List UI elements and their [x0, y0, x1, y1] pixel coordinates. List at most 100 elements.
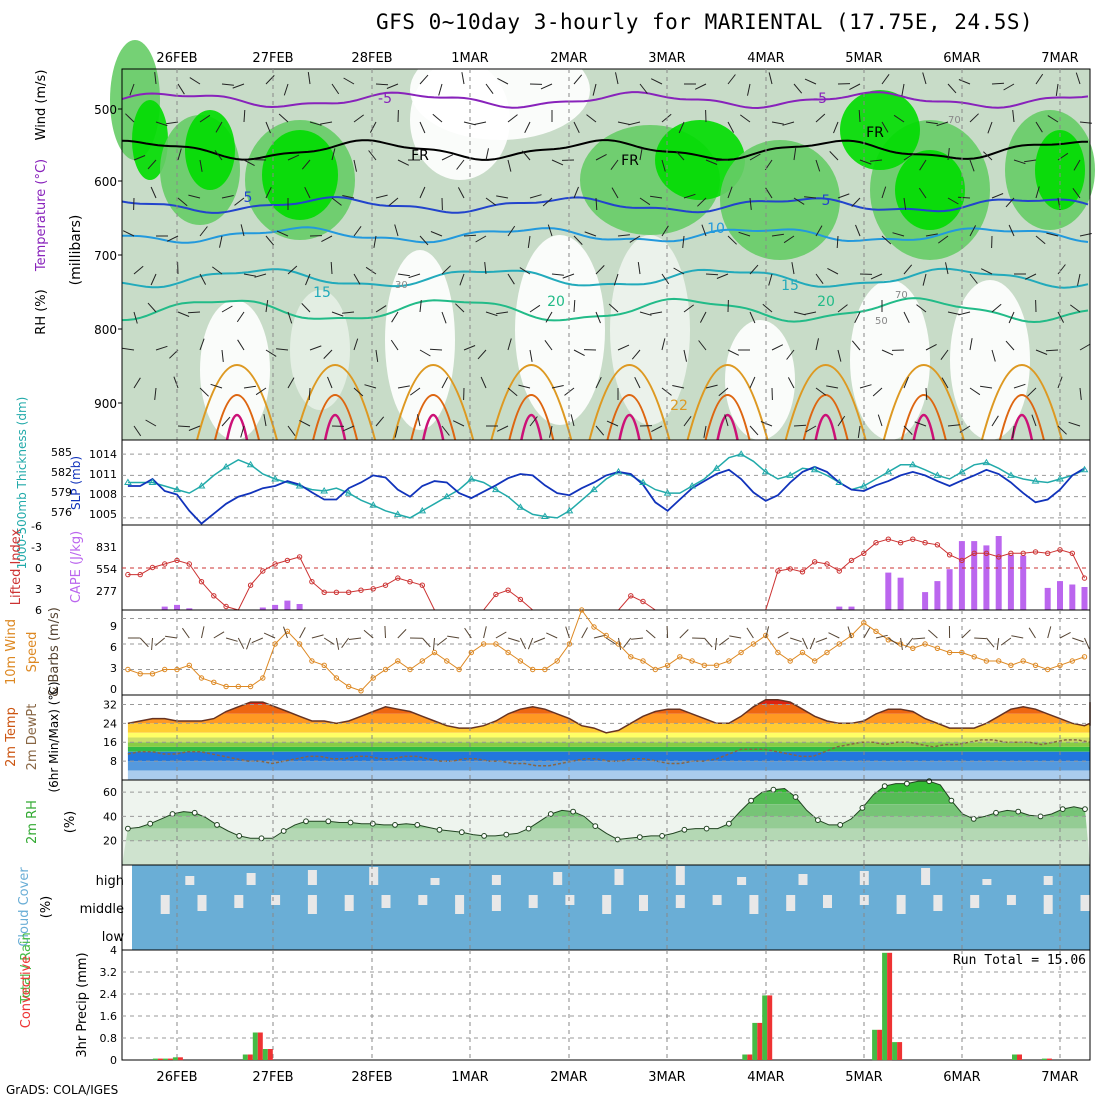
- thickness-point: [737, 450, 746, 457]
- wind-speed-point: [198, 675, 205, 681]
- rh-point: [659, 833, 665, 839]
- wind-speed-point: [664, 662, 671, 668]
- thickness-point: [1080, 465, 1089, 473]
- wind-speed-point: [382, 666, 389, 673]
- rh-point: [881, 783, 888, 789]
- rh-point: [570, 808, 576, 815]
- wind-barb: [373, 235, 377, 248]
- wind-barb: [323, 349, 333, 359]
- lifted-index-point: [983, 550, 990, 556]
- wind-barb: [287, 311, 293, 324]
- wind-barb: [215, 121, 223, 133]
- wind-barb: [240, 224, 245, 237]
- precip-tick: 4: [110, 944, 117, 957]
- wind-barb: [375, 83, 389, 86]
- wind-barb: [177, 311, 190, 317]
- lifted-index-point: [836, 568, 842, 574]
- temp-band: [127, 723, 1090, 733]
- cape-panel: -6 -3 0 3 6 831 554 277 Lifted Index CAPE (J/kg): [9, 520, 1091, 617]
- wind-barb: [947, 148, 950, 161]
- wind-barb: [368, 150, 377, 161]
- temp-ylabel-2: 2m DewPt: [25, 704, 40, 771]
- wind-barb: [430, 231, 443, 237]
- wind-barb: [903, 311, 910, 324]
- wind-tick: 6: [110, 641, 117, 654]
- wind-barb: [768, 72, 773, 85]
- wind-barb: [521, 150, 531, 161]
- wind-barb: [957, 196, 971, 199]
- wind-barb: [623, 637, 632, 648]
- cloud-gap-middle: [160, 895, 170, 914]
- rh-point: [703, 825, 710, 832]
- lifted-index-point: [505, 587, 511, 593]
- temp-panel: 32 24 16 8 2m Temp 2m DewPt (6hr Min/Max) (°C): [4, 681, 1091, 793]
- isotherm-25-dome: [490, 364, 573, 441]
- rh-shade: [1035, 130, 1085, 210]
- wind-barb: [790, 637, 802, 643]
- precip-convective-bar: [1046, 1058, 1052, 1060]
- wind-barb: [958, 79, 971, 85]
- wind-barb: [251, 637, 263, 644]
- rh-point: [236, 833, 243, 839]
- precip-total-bar: [762, 995, 768, 1060]
- wind-barb: [519, 637, 527, 650]
- wind-barb: [232, 83, 245, 89]
- wind-barb: [545, 311, 553, 323]
- wind-barb: [327, 376, 333, 389]
- wind-barb: [617, 234, 630, 237]
- wind-barb: [903, 425, 913, 435]
- rh-point: [169, 811, 176, 817]
- cape-bar: [983, 545, 990, 610]
- wind-barb: [613, 273, 619, 286]
- wind-speed-point: [787, 658, 793, 664]
- thickness-point: [835, 478, 844, 485]
- wind-barb: [881, 349, 894, 356]
- wind-barb: [419, 300, 422, 313]
- wind-barb: [565, 626, 570, 639]
- wind-barb: [527, 235, 531, 248]
- wind-barb: [301, 159, 311, 170]
- wind-barb: [461, 72, 465, 85]
- cloud-ylabel-2: (%): [39, 896, 54, 919]
- thickness-point: [908, 460, 917, 468]
- cloud-gap-middle: [823, 895, 832, 908]
- wind-barb: [782, 121, 795, 126]
- wind-barb: [805, 425, 817, 433]
- wind-barb: [353, 226, 362, 237]
- wind-barb: [177, 148, 182, 161]
- rh-point: [280, 828, 287, 834]
- wind-barb: [212, 266, 223, 275]
- wind-barb: [987, 121, 993, 134]
- wind-barb: [483, 626, 487, 639]
- wind-barb: [287, 154, 300, 161]
- contour-label: 20: [547, 294, 565, 310]
- wind-barb: [749, 153, 761, 161]
- slp-tick: 1014: [89, 448, 117, 461]
- wind-speed-point: [701, 662, 707, 668]
- wind-barb: [925, 387, 928, 401]
- precip-convective-bar: [247, 1054, 253, 1060]
- wind-barb: [859, 159, 872, 165]
- wind-barb: [221, 195, 234, 199]
- li-tick: 3: [35, 583, 42, 596]
- wind-barb: [903, 153, 915, 161]
- wind-barb: [353, 273, 361, 285]
- wind-barb: [826, 385, 839, 389]
- wind-barb: [675, 150, 685, 161]
- wind-speed-point: [296, 641, 303, 647]
- wind-speed-point: [799, 649, 806, 656]
- wind-tick: 3: [110, 662, 117, 675]
- wind-barb: [419, 186, 426, 199]
- lifted-index-point: [272, 561, 278, 567]
- rh-point: [525, 825, 532, 832]
- wind-barb: [147, 159, 157, 170]
- wind-barb: [1079, 343, 1091, 351]
- wind-barb: [701, 224, 707, 237]
- lifted-index-point: [174, 557, 180, 564]
- wind-barb: [364, 384, 377, 389]
- cloud-gap-high: [614, 869, 624, 885]
- wind-speed-point: [1020, 658, 1026, 664]
- wind-barb: [683, 416, 692, 427]
- lifted-index-point: [885, 536, 891, 542]
- pressure-tick-label: 800: [94, 323, 117, 337]
